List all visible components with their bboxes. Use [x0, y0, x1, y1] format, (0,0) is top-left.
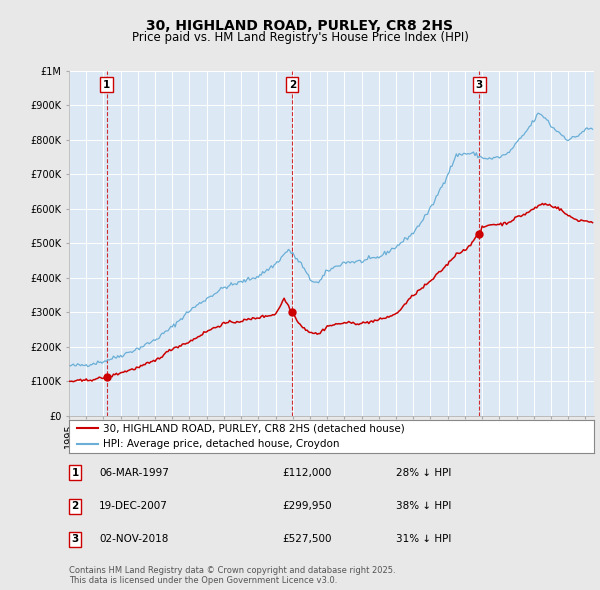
Text: £527,500: £527,500 [282, 535, 331, 544]
Text: 06-MAR-1997: 06-MAR-1997 [99, 468, 169, 477]
Text: 28% ↓ HPI: 28% ↓ HPI [396, 468, 451, 477]
Text: 3: 3 [476, 80, 483, 90]
Text: 02-NOV-2018: 02-NOV-2018 [99, 535, 169, 544]
Text: 2: 2 [71, 502, 79, 511]
Text: 31% ↓ HPI: 31% ↓ HPI [396, 535, 451, 544]
Text: 38% ↓ HPI: 38% ↓ HPI [396, 502, 451, 511]
Text: £112,000: £112,000 [282, 468, 331, 477]
Text: 1: 1 [71, 468, 79, 477]
Text: £299,950: £299,950 [282, 502, 332, 511]
Text: 2: 2 [289, 80, 296, 90]
Text: HPI: Average price, detached house, Croydon: HPI: Average price, detached house, Croy… [103, 440, 340, 450]
Text: Price paid vs. HM Land Registry's House Price Index (HPI): Price paid vs. HM Land Registry's House … [131, 31, 469, 44]
Text: 19-DEC-2007: 19-DEC-2007 [99, 502, 168, 511]
Text: 30, HIGHLAND ROAD, PURLEY, CR8 2HS (detached house): 30, HIGHLAND ROAD, PURLEY, CR8 2HS (deta… [103, 423, 405, 433]
Text: 30, HIGHLAND ROAD, PURLEY, CR8 2HS: 30, HIGHLAND ROAD, PURLEY, CR8 2HS [146, 19, 454, 33]
Text: Contains HM Land Registry data © Crown copyright and database right 2025.
This d: Contains HM Land Registry data © Crown c… [69, 566, 395, 585]
Text: 3: 3 [71, 535, 79, 544]
Text: 1: 1 [103, 80, 110, 90]
